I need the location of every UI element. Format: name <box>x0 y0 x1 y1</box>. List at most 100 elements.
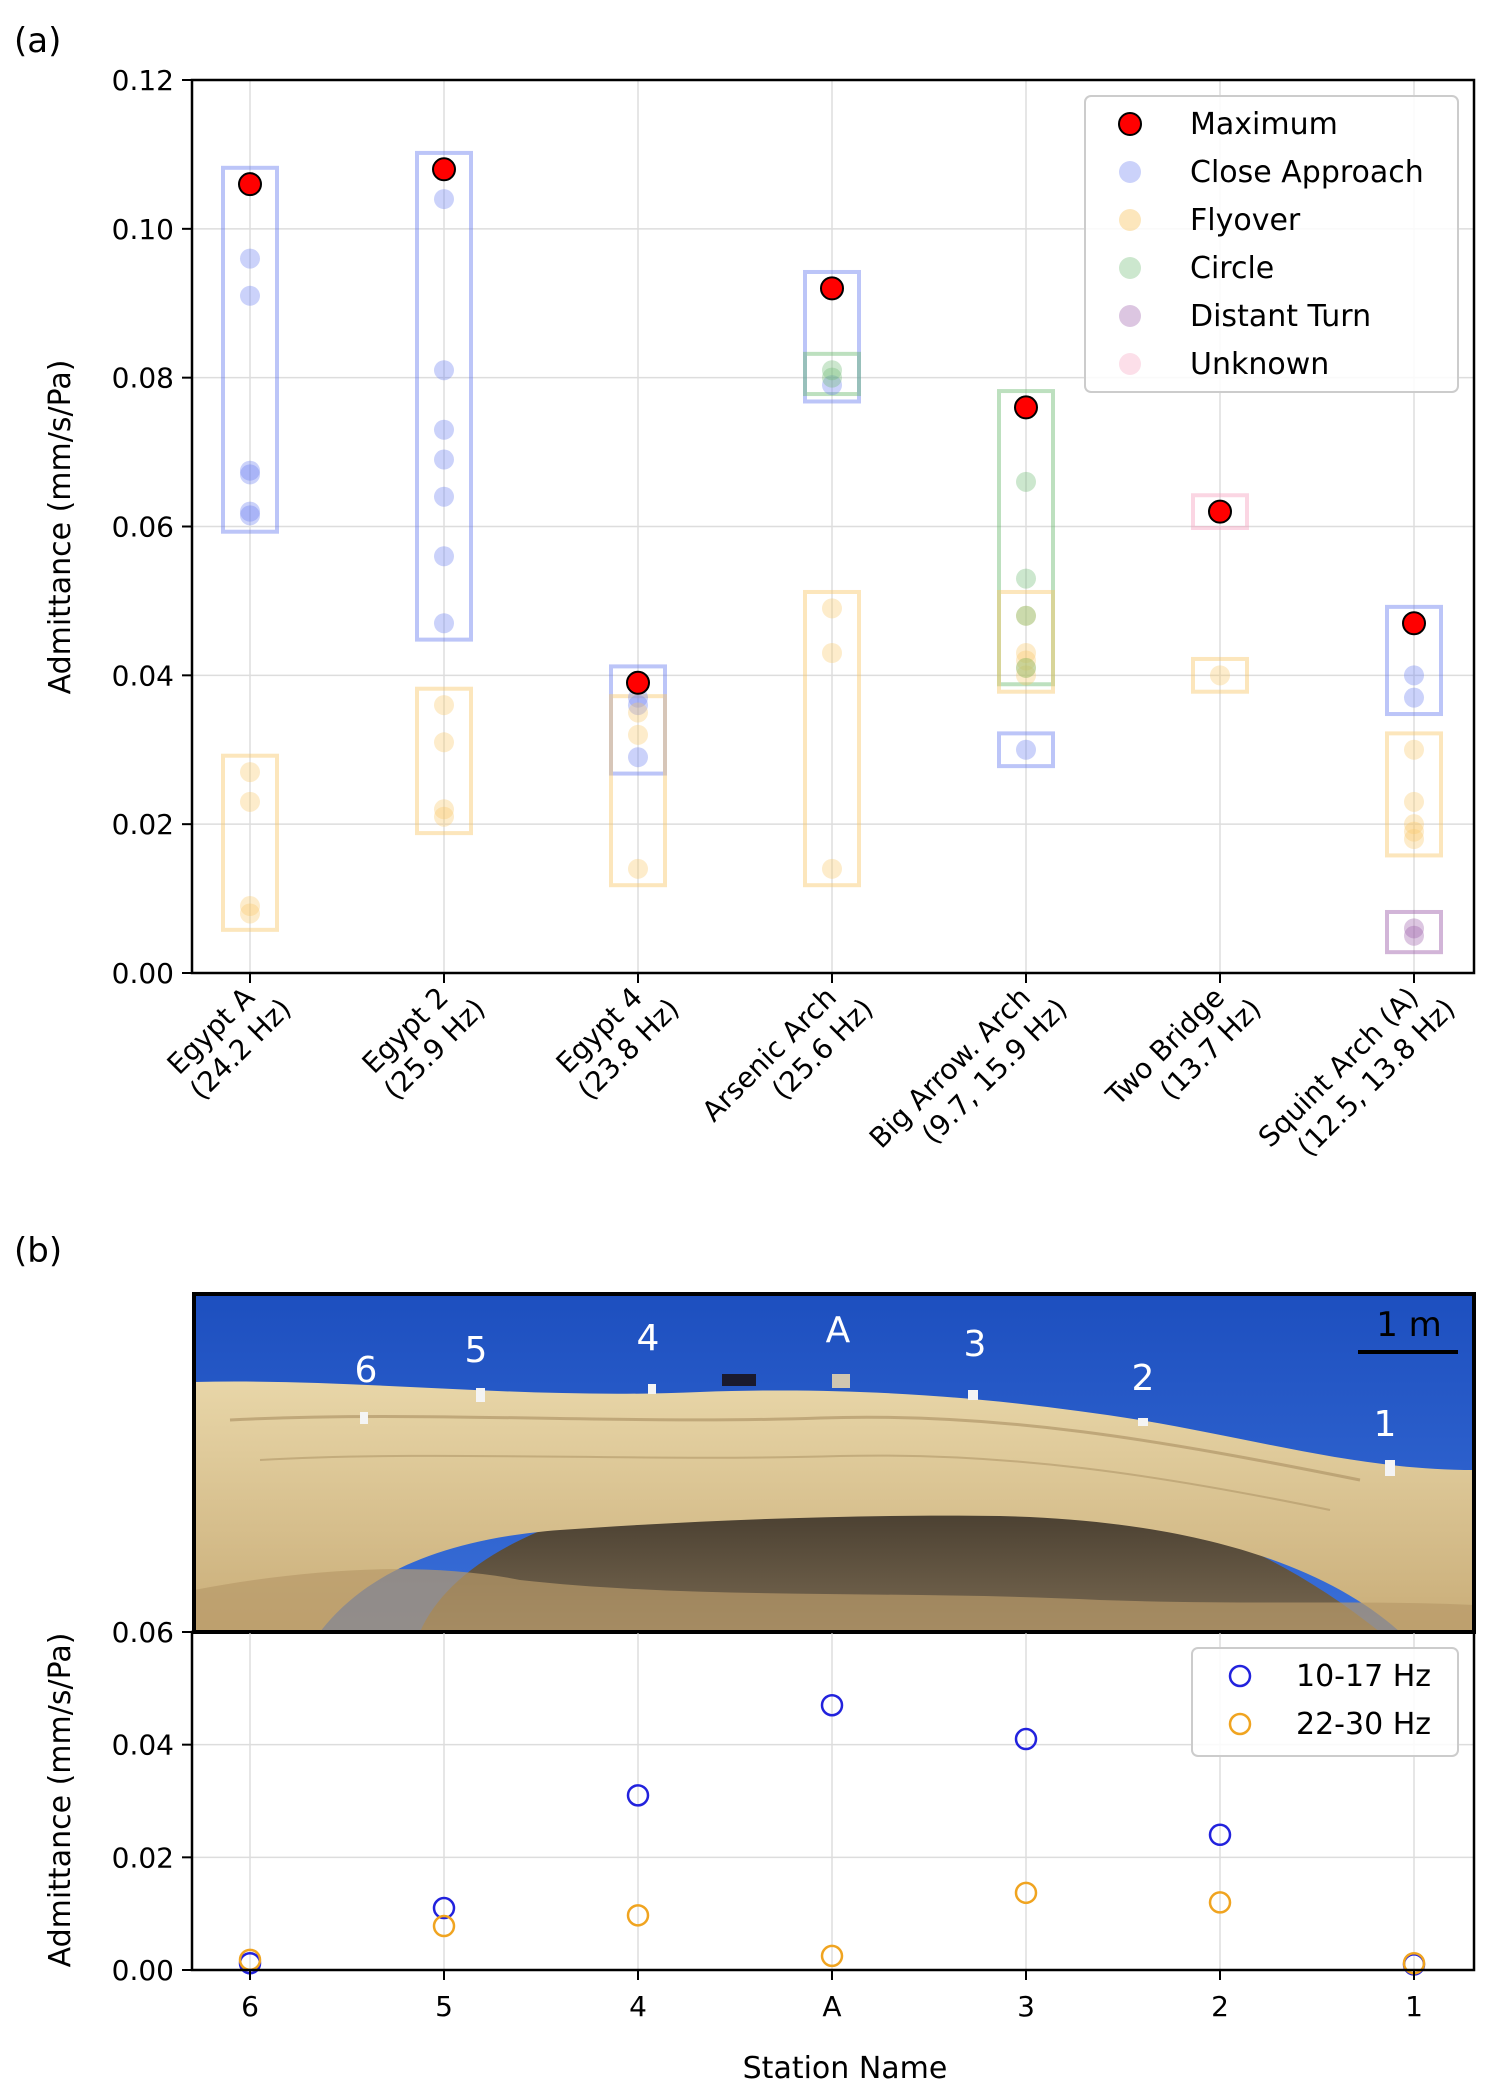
range-box-flyover <box>415 686 473 836</box>
panel-b-xtick-label: A <box>822 1990 841 2023</box>
panel-b-chart: 0.00 0.02 0.04 0.06 6 5 4 A 3 2 1 Admittance (mm/… <box>43 1616 1476 2086</box>
point-flyover <box>628 858 648 879</box>
point-band_low <box>1208 1823 1232 1847</box>
point-circle <box>1016 568 1036 589</box>
panel-a-category-label: Big Arrow. Arch(9.7, 15.9 Hz) <box>863 981 1074 1155</box>
point-band_high <box>432 1914 456 1938</box>
point-close <box>434 546 454 567</box>
point-band_high <box>820 1944 844 1968</box>
panel-b-legend: 10-17 Hz 22-30 Hz <box>1191 1647 1459 1757</box>
point-flyover <box>434 806 454 827</box>
panel-a-y-axis: 0.00 0.02 0.04 0.06 0.08 0.10 0.12 <box>112 64 192 990</box>
point-flyover <box>628 702 648 723</box>
point-flyover <box>822 598 842 619</box>
panel-b-xtick-label: 6 <box>241 1990 259 2023</box>
panel-b-y-axis-label: Admittance (mm/s/Pa) <box>43 1633 78 1968</box>
point-flyover <box>628 724 648 745</box>
arch-photo: 6 5 4 A 3 2 1 1 m <box>192 1292 1476 1634</box>
panel-b-x-axis: 6 5 4 A 3 2 1 <box>241 1970 1423 2023</box>
point-distant <box>1404 925 1424 946</box>
legend-flyover-label: Flyover <box>1190 203 1301 238</box>
point-maximum <box>432 157 456 182</box>
panel-label-b: (b) <box>14 1231 62 1271</box>
panel-label-a: (a) <box>14 21 61 61</box>
range-box-circle <box>997 389 1055 687</box>
panel-b-ytick-label: 0.06 <box>112 1616 174 1649</box>
point-band_low <box>626 1784 650 1807</box>
point-circle <box>1016 657 1036 678</box>
panel-a-x-axis: Egypt A(24.2 Hz) Egypt 2(25.9 Hz) Egypt 4(… <box>161 973 1462 1163</box>
panel-a-category-label: Squint Arch (A)(12.5, 13.8 Hz) <box>1252 981 1462 1163</box>
point-maximum <box>1208 499 1232 524</box>
point-close <box>240 464 260 485</box>
point-circle <box>822 360 842 381</box>
panel-b-xtick-label: 4 <box>629 1990 647 2023</box>
point-flyover <box>1404 829 1424 850</box>
point-flyover <box>434 695 454 716</box>
photo-sensor-box <box>722 1374 756 1386</box>
range-box-flyover <box>803 589 861 888</box>
range-box-close <box>997 731 1055 769</box>
point-flyover <box>240 896 260 917</box>
point-flyover <box>240 762 260 783</box>
panel-a-ytick-label: 0.10 <box>112 213 174 246</box>
photo-sensor-3 <box>968 1390 978 1400</box>
legend-unknown-label: Unknown <box>1190 347 1329 382</box>
point-flyover <box>240 903 260 924</box>
point-close <box>434 486 454 507</box>
photo-sensor-6 <box>360 1412 368 1424</box>
photo-label-2: 2 <box>1132 1358 1155 1399</box>
panel-a-chart: 0.00 0.02 0.04 0.06 0.08 0.10 0.12 Egypt A(24.… <box>43 64 1476 1163</box>
point-flyover <box>1210 665 1230 686</box>
legend-distant-label: Distant Turn <box>1190 299 1371 334</box>
point-flyover <box>1404 814 1424 835</box>
range-box-close <box>221 165 279 534</box>
panel-a-category-label: Egypt 4(23.8 Hz) <box>550 981 686 1107</box>
panel-b-data-points <box>238 1693 1426 1976</box>
range-box-flyover <box>1385 731 1443 858</box>
legend-close-label: Close Approach <box>1190 155 1424 190</box>
point-close <box>240 460 260 481</box>
range-box-flyover <box>609 694 667 888</box>
photo-ground <box>194 1569 1474 1632</box>
photo-sensor-1 <box>1385 1460 1395 1476</box>
legend-band-low-marker <box>1228 1664 1252 1688</box>
range-box-circle <box>803 351 861 397</box>
panel-a-ytick-label: 0.04 <box>112 659 174 692</box>
panel-a-y-axis-label: Admittance (mm/s/Pa) <box>43 360 78 695</box>
photo-sensor-A <box>832 1374 850 1388</box>
legend-distant-marker <box>1119 305 1141 327</box>
point-band_low <box>432 1896 456 1920</box>
point-maximum <box>1402 611 1426 636</box>
point-close <box>434 360 454 381</box>
photo-rock-streak-2 <box>259 1454 1331 1511</box>
panel-a-ytick-label: 0.08 <box>112 362 174 395</box>
point-flyover <box>1016 643 1036 664</box>
point-flyover <box>434 799 454 820</box>
point-flyover <box>434 732 454 753</box>
photo-label-4: 4 <box>637 1318 660 1359</box>
legend-band-high-marker <box>1228 1712 1252 1736</box>
panel-a-category-label: Egypt 2(25.9 Hz) <box>356 981 492 1107</box>
legend-box <box>1084 95 1459 393</box>
point-flyover <box>822 858 842 879</box>
point-close <box>434 449 454 470</box>
legend-maximum-label: Maximum <box>1190 107 1338 142</box>
panel-a-ytick-label: 0.06 <box>112 511 174 544</box>
point-band_high <box>1014 1881 1038 1905</box>
photo-label-A: A <box>826 1310 851 1351</box>
panel-a-ytick-label: 0.00 <box>112 957 174 990</box>
panel-b-y-axis: 0.00 0.02 0.04 0.06 <box>112 1616 192 1987</box>
point-close <box>822 375 842 396</box>
photo-label-6: 6 <box>355 1350 378 1391</box>
point-flyover <box>1016 605 1036 626</box>
point-flyover <box>1016 665 1036 686</box>
point-close <box>628 747 648 768</box>
legend-circle-marker <box>1119 257 1141 279</box>
point-close <box>434 189 454 210</box>
photo-arch-rock <box>194 1381 1474 1632</box>
point-close <box>240 505 260 526</box>
point-close <box>240 248 260 269</box>
range-box-close <box>803 269 861 404</box>
